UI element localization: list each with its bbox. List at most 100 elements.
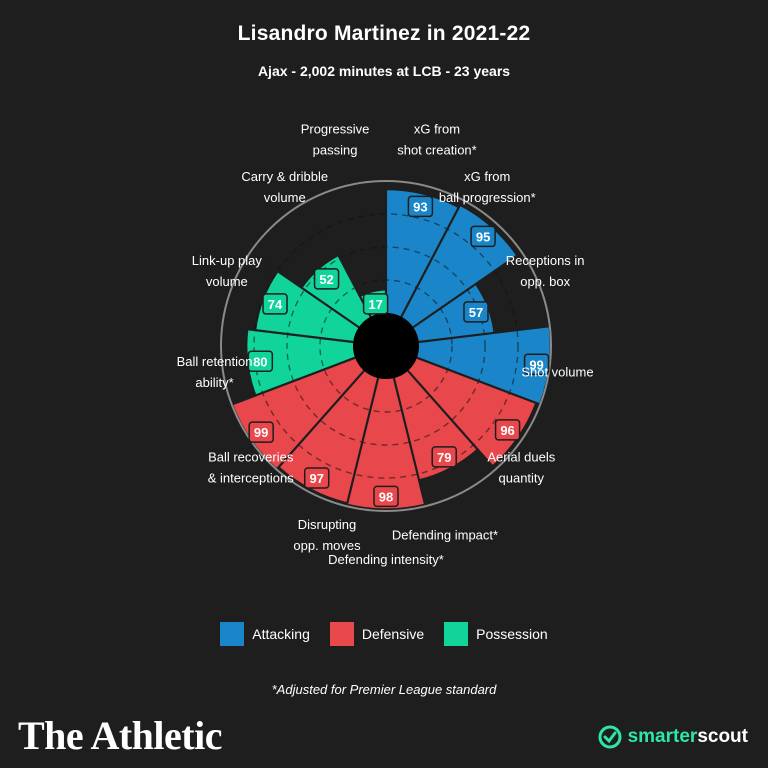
footnote: *Adjusted for Premier League standard xyxy=(271,682,497,697)
category-label-line: Defending intensity* xyxy=(328,552,444,567)
legend-label-attacking: Attacking xyxy=(252,626,310,642)
category-label-3: Receptions in opp. box xyxy=(506,253,585,289)
category-label-line: Progressive xyxy=(301,122,370,137)
category-label-line: Ball retention xyxy=(177,354,253,369)
category-label-9: Ball recoveries & interceptions xyxy=(208,449,294,485)
value-badge-12 xyxy=(313,268,340,290)
category-label-line: quantity xyxy=(499,470,545,485)
value-badge-5 xyxy=(494,419,521,441)
category-label-line: shot creation* xyxy=(397,143,477,158)
category-label-line: passing xyxy=(313,143,358,158)
separator-6 xyxy=(407,369,497,471)
value-label-1: 93 xyxy=(413,199,427,214)
value-label-10: 80 xyxy=(253,354,267,369)
bar-1 xyxy=(386,190,459,317)
chart-subtitle: Ajax - 2,002 minutes at LCB - 23 years xyxy=(257,63,511,79)
category-label-5: Aerial duels quantity xyxy=(487,449,555,485)
category-label-4: Shot volume xyxy=(521,365,593,380)
separator-9 xyxy=(275,369,365,471)
category-label-13: Progressive passing xyxy=(301,122,370,158)
category-label-line: ball progression* xyxy=(439,190,536,205)
smarterscout-word-a: smarter xyxy=(627,726,698,747)
legend-label-possession: Possession xyxy=(476,626,548,642)
category-label-line: Aerial duels xyxy=(487,449,555,464)
separator-5 xyxy=(416,356,541,406)
separator-12 xyxy=(249,251,360,329)
category-label-line: opp. moves xyxy=(293,538,361,553)
legend: Attacking Defensive Possession xyxy=(0,622,768,646)
smarterscout-logo: smarterscout xyxy=(598,725,748,749)
category-label-6: Defending impact* xyxy=(392,528,498,543)
category-label-line: ability* xyxy=(195,375,233,390)
separator-2 xyxy=(400,199,464,318)
category-label-line: Ball recoveries xyxy=(208,449,294,464)
category-label-line: Carry & dribble xyxy=(241,169,328,184)
value-label-8: 97 xyxy=(310,471,324,486)
legend-swatch-possession xyxy=(444,622,469,646)
bar-4 xyxy=(416,326,550,405)
chart-title: Lisandro Martinez in 2021-22 xyxy=(237,22,531,45)
value-badge-7 xyxy=(373,485,399,508)
smarterscout-word-b: scout xyxy=(697,726,748,747)
value-badge-8 xyxy=(303,467,330,489)
value-label-7: 98 xyxy=(379,489,393,504)
bar-10 xyxy=(247,329,356,396)
legend-item-attacking: Attacking xyxy=(220,622,310,646)
separator-11 xyxy=(222,325,354,344)
separator-13 xyxy=(308,199,372,318)
value-badge-11 xyxy=(262,293,288,315)
value-label-11: 74 xyxy=(268,297,283,312)
value-label-6: 79 xyxy=(437,450,451,465)
separator-7 xyxy=(392,377,427,507)
separator-10 xyxy=(231,356,356,406)
category-label-line: xG from xyxy=(414,122,460,137)
value-label-13: 17 xyxy=(368,297,382,312)
separator-4 xyxy=(418,325,550,344)
category-label-line: volume xyxy=(206,274,248,289)
category-label-1: xG from shot creation* xyxy=(397,122,477,158)
legend-swatch-attacking xyxy=(220,622,245,646)
value-label-5: 96 xyxy=(500,423,514,438)
category-label-line: & interceptions xyxy=(208,470,294,485)
category-label-line: xG from xyxy=(464,169,510,184)
outer-ring xyxy=(220,180,552,512)
bar-11 xyxy=(256,271,359,343)
category-label-10: Ball retention ability* xyxy=(177,354,253,390)
legend-item-defensive: Defensive xyxy=(329,622,425,646)
value-badge-10 xyxy=(247,350,274,373)
category-label-7: Defending intensity* xyxy=(328,552,444,567)
value-badge-6 xyxy=(431,446,457,468)
smarterscout-icon xyxy=(598,725,622,749)
category-label-line: Defending impact* xyxy=(392,528,498,543)
value-label-9: 99 xyxy=(254,425,268,440)
category-label-line: volume xyxy=(264,190,306,205)
value-badge-13 xyxy=(362,293,389,315)
legend-item-possession: Possession xyxy=(444,622,548,646)
category-label-line: Link-up play xyxy=(192,253,263,268)
value-label-3: 57 xyxy=(469,305,483,320)
value-label-2: 95 xyxy=(476,229,490,244)
value-label-4: 99 xyxy=(529,357,543,372)
category-label-line: Receptions in xyxy=(506,253,585,268)
category-label-line: Shot volume xyxy=(521,365,593,380)
category-label-11: Link-up play volume xyxy=(192,253,263,289)
category-label-12: Carry & dribble volume xyxy=(241,169,328,205)
category-label-2: xG from ball progression* xyxy=(439,169,536,205)
value-badge-3 xyxy=(463,301,489,323)
separator-8 xyxy=(345,377,380,507)
category-label-line: Disrupting xyxy=(298,517,357,532)
category-label-8: Disrupting opp. moves xyxy=(293,517,361,553)
value-badge-2 xyxy=(470,225,496,248)
legend-swatch-defensive xyxy=(329,622,354,646)
center-hole xyxy=(353,313,419,379)
legend-label-defensive: Defensive xyxy=(361,626,425,642)
value-label-12: 52 xyxy=(319,272,333,287)
category-label-line: opp. box xyxy=(520,274,570,289)
the-athletic-logo: The Athletic xyxy=(18,713,222,758)
value-badge-1 xyxy=(407,195,434,218)
value-badge-4 xyxy=(523,353,550,376)
value-badge-9 xyxy=(248,421,274,443)
separator-3 xyxy=(412,251,523,329)
bar-7 xyxy=(347,378,425,509)
